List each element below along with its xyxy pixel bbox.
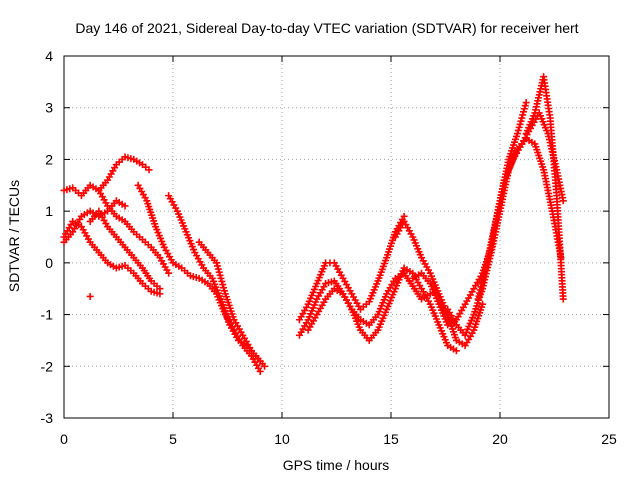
data-point-marker — [522, 99, 530, 107]
x-tick-label: 10 — [274, 431, 290, 447]
data-point-marker — [479, 300, 487, 308]
plot-frame — [63, 55, 610, 419]
series-track-12 — [391, 217, 487, 350]
series-track-11 — [304, 264, 460, 355]
series-track-8 — [195, 238, 264, 365]
data-point-marker — [256, 357, 264, 365]
data-point-marker — [426, 290, 434, 298]
data-point-marker — [559, 295, 567, 303]
data-point-marker — [156, 285, 164, 293]
data-point-marker — [559, 197, 567, 205]
series-track-16 — [522, 73, 567, 303]
x-tick-label: 5 — [169, 431, 177, 447]
x-tick-label: 15 — [383, 431, 399, 447]
series-track-5 — [95, 186, 173, 277]
grid — [64, 56, 609, 418]
chart-title: Day 146 of 2021, Sidereal Day-to-day VTE… — [75, 20, 578, 36]
data-point-marker — [256, 367, 264, 375]
y-tick-label: 1 — [45, 203, 53, 219]
y-tick-label: -2 — [41, 358, 54, 374]
data-points — [60, 73, 567, 375]
y-tick-label: -1 — [41, 307, 54, 323]
y-tick-label: 4 — [45, 48, 53, 64]
y-tick-label: 2 — [45, 151, 53, 167]
data-point-marker — [261, 362, 269, 370]
data-point-marker — [145, 166, 153, 174]
series-track-4 — [86, 207, 164, 293]
y-tick-label: -3 — [41, 410, 54, 426]
data-point-marker — [452, 347, 460, 355]
x-tick-label: 0 — [60, 431, 68, 447]
series-track-15 — [474, 109, 567, 303]
y-axis-label: SDTVAR / TECUs — [6, 180, 22, 292]
axis-ticks: 0 5 10 15 20 25 -3 -2 -1 0 1 2 3 4 — [41, 48, 617, 447]
data-point-marker — [165, 269, 173, 277]
x-tick-label: 20 — [492, 431, 508, 447]
x-axis-label: GPS time / hours — [283, 457, 390, 473]
series-isolated — [86, 292, 94, 300]
y-tick-label: 0 — [45, 255, 53, 271]
data-point-marker — [121, 202, 129, 210]
series-track-10 — [295, 212, 408, 324]
series-track-6 — [134, 181, 264, 375]
y-tick-label: 3 — [45, 100, 53, 116]
data-point-marker — [86, 292, 94, 300]
x-tick-label: 25 — [601, 431, 617, 447]
series-track-7 — [165, 192, 269, 370]
